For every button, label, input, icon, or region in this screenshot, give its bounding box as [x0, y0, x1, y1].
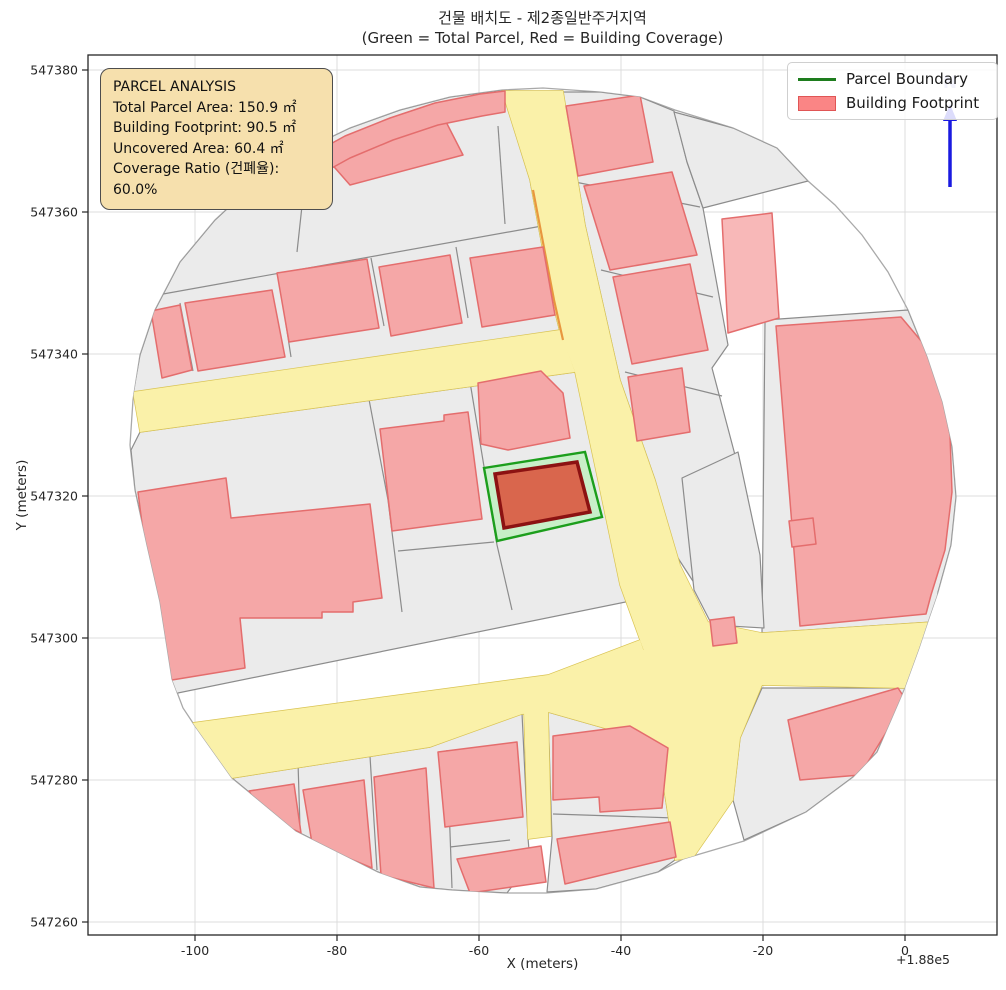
axes-frame — [87, 54, 998, 936]
y-tick-label: 547320 — [30, 489, 78, 504]
coverage-ratio: Coverage Ratio (건폐율): 60.0% — [113, 161, 280, 198]
x-tick-label: -60 — [469, 943, 489, 958]
legend: Parcel Boundary Building Footprint — [787, 62, 998, 120]
total-parcel-area: Total Parcel Area: 150.9 ㎡ — [113, 99, 297, 116]
y-tick-label: 547280 — [30, 773, 78, 788]
y-tick-label: 547260 — [30, 915, 78, 930]
road-junction-east-south-fill — [620, 622, 933, 860]
road-upper-left-fill — [133, 330, 575, 432]
building — [788, 517, 817, 548]
parcel-analysis-box: PARCEL ANALYSIS Total Parcel Area: 150.9… — [100, 68, 333, 210]
parcel-boundary-line — [297, 761, 301, 829]
parcel-boundary-line — [151, 223, 554, 297]
building — [456, 845, 547, 893]
x-tick-label: -100 — [181, 943, 209, 958]
x-tick-label: -40 — [611, 943, 631, 958]
building — [379, 411, 483, 532]
building — [378, 254, 463, 337]
building — [552, 725, 669, 813]
parcel-analysis-title: PARCEL ANALYSIS — [113, 79, 237, 95]
building-large-east — [775, 316, 953, 627]
building — [437, 741, 524, 828]
x-tick-label: 0 — [901, 943, 909, 958]
page-title: 건물 배치도 - 제2종일반주거지역 — [438, 9, 647, 27]
green-line-swatch — [798, 77, 836, 81]
x-tick-label: -20 — [753, 943, 773, 958]
parcel-boundary-line — [497, 125, 506, 225]
legend-item-building-footprint: Building Footprint — [798, 94, 987, 112]
x-tick-label: -80 — [327, 943, 347, 958]
legend-label: Parcel Boundary — [846, 70, 969, 88]
x-axis-label: X (meters) — [506, 956, 579, 972]
road-north-diagonal-fill — [502, 91, 708, 662]
road-alley-fill — [524, 708, 551, 839]
orange-parcel-edge — [531, 189, 565, 341]
y-tick-label: 547380 — [30, 63, 78, 78]
building — [477, 370, 571, 451]
road-main-left-fill — [185, 640, 660, 778]
legend-item-parcel-boundary: Parcel Boundary — [798, 70, 987, 88]
building-footprint-area: Building Footprint: 90.5 ㎡ — [113, 120, 297, 137]
small-red-marker — [836, 201, 841, 205]
parcel-boundary-line — [455, 246, 469, 319]
building — [612, 263, 709, 365]
building — [150, 304, 193, 379]
red-patch-swatch — [798, 95, 836, 111]
building — [276, 258, 380, 343]
building — [469, 246, 556, 328]
parcel-boundary-line — [370, 257, 385, 327]
parcel-boundary-line — [449, 839, 511, 848]
uncovered-area: Uncovered Area: 60.4 ㎡ — [113, 140, 284, 157]
page-subtitle: (Green = Total Parcel, Red = Building Co… — [361, 29, 724, 47]
parcel-boundary-line — [552, 813, 676, 819]
legend-label: Building Footprint — [846, 94, 980, 112]
parcel-boundary-line — [469, 381, 513, 611]
building — [721, 212, 780, 334]
map-layers — [130, 89, 956, 893]
building — [565, 94, 654, 177]
block-junction-ne — [681, 451, 765, 629]
building — [248, 783, 302, 834]
building-large-west — [137, 477, 383, 681]
parcel-boundary-line — [397, 541, 495, 552]
building — [373, 767, 435, 889]
y-tick-label: 547300 — [30, 631, 78, 646]
y-tick-label: 547340 — [30, 347, 78, 362]
x-axis-offset-text: +1.88e5 — [896, 952, 950, 967]
y-axis-label: Y (meters) — [14, 459, 30, 531]
building — [583, 171, 698, 271]
building — [627, 367, 691, 442]
parcel-boundary-line — [369, 755, 378, 871]
building — [709, 616, 738, 647]
building-pentagon-se — [787, 687, 907, 781]
y-tick-label: 547360 — [30, 205, 78, 220]
sector-north — [673, 111, 809, 209]
building-footprint-highlight — [492, 460, 593, 531]
building — [556, 821, 677, 885]
building — [184, 289, 286, 372]
